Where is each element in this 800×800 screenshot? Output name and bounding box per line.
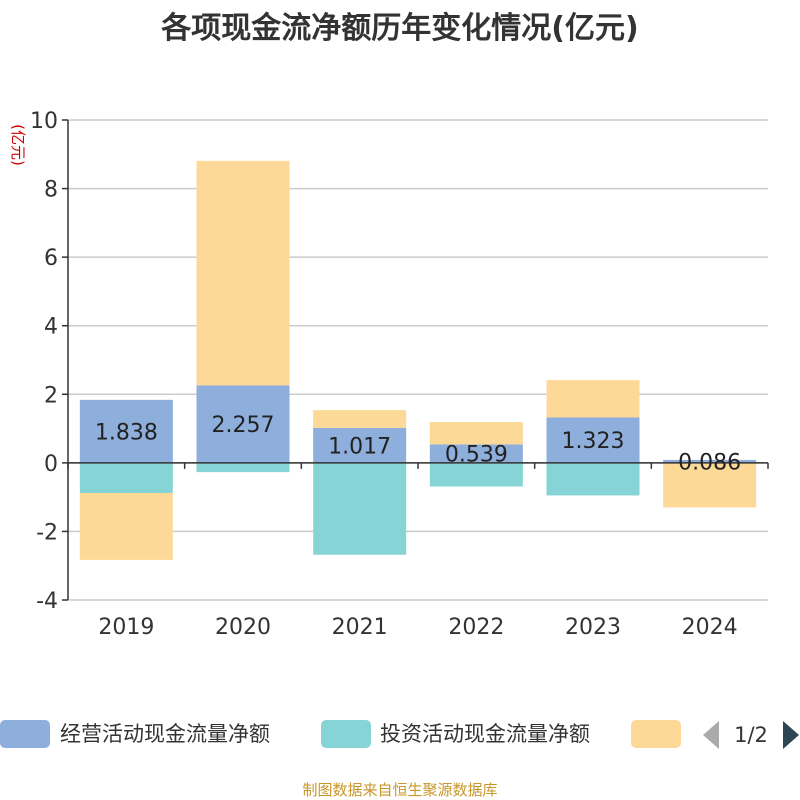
y-tick-label: -4	[36, 589, 58, 614]
bar-series2-2023[interactable]	[546, 380, 640, 418]
bar-series1-2020[interactable]	[196, 462, 290, 473]
bar-series2-2021[interactable]	[313, 410, 407, 428]
bar-series0-2020[interactable]	[196, 385, 290, 463]
bar-series1-2021[interactable]	[313, 462, 407, 555]
bar-series2-2019[interactable]	[79, 493, 173, 560]
chart-title: 各项现金流净额历年变化情况(亿元)	[160, 11, 638, 46]
bar-series0-2024[interactable]	[663, 459, 757, 463]
legend-page-indicator: 1/2	[734, 723, 768, 747]
data-label-operating-2021: 1.017	[328, 434, 391, 459]
legend-item-operating[interactable]: 经营活动现金流量净额	[0, 720, 270, 748]
data-label-operating-2019: 1.838	[95, 420, 158, 445]
legend-label-operating: 经营活动现金流量净额	[60, 722, 270, 746]
bar-series1-2023[interactable]	[546, 462, 640, 496]
legend-swatch-operating	[0, 720, 50, 748]
data-label-operating-2020: 2.257	[212, 413, 275, 438]
grid-lines	[68, 119, 768, 601]
bar-series1-2022[interactable]	[429, 462, 523, 487]
bar-series2-2024[interactable]	[663, 462, 757, 508]
y-tick-label: 2	[44, 383, 58, 408]
x-tick-label: 2019	[98, 615, 154, 640]
y-tick-label: 8	[44, 178, 58, 203]
y-tick-label: 4	[44, 315, 58, 340]
axes-layer: 10 8 6 4 2 0 -2 -4 2019 2020 2021 2022 2023 2024	[30, 109, 769, 640]
y-tick-label: 6	[44, 246, 58, 271]
legend-swatch-third	[631, 720, 681, 748]
bar-series0-2021[interactable]	[313, 427, 407, 463]
legend-item-third[interactable]	[631, 720, 681, 748]
data-label-operating-2024: 0.086	[678, 450, 741, 475]
bar-series1-2019[interactable]	[79, 462, 173, 494]
data-source-note: 制图数据来自恒生聚源数据库	[302, 781, 497, 799]
data-label-operating-2023: 1.323	[562, 429, 625, 454]
legend-label-investing: 投资活动现金流量净额	[380, 722, 590, 746]
x-tick-label: 2024	[682, 615, 738, 640]
bar-series0-2019[interactable]	[79, 399, 173, 463]
data-label-operating-2022: 0.539	[445, 443, 508, 468]
legend-prev-page-icon[interactable]	[703, 721, 719, 749]
legend-next-page-icon[interactable]	[783, 721, 799, 749]
bar-series0-2022[interactable]	[429, 444, 523, 463]
x-tick-label: 2023	[565, 615, 621, 640]
bars-layer	[79, 160, 757, 560]
legend: 经营活动现金流量净额 投资活动现金流量净额 1/2	[0, 720, 799, 749]
x-tick-label: 2020	[215, 615, 271, 640]
x-tick-label: 2022	[448, 615, 504, 640]
x-tick-label: 2021	[332, 615, 388, 640]
y-unit-label: (亿元)	[9, 124, 27, 166]
bar-series2-2020[interactable]	[196, 160, 290, 386]
y-tick-label: -2	[36, 520, 58, 545]
data-labels-layer: 1.838 2.257 1.017 0.539 1.323 0.086	[95, 413, 741, 475]
y-tick-label: 0	[44, 452, 58, 477]
legend-item-investing[interactable]: 投资活动现金流量净额	[321, 720, 590, 748]
legend-swatch-investing	[321, 720, 371, 748]
y-tick-label: 10	[30, 109, 58, 134]
bar-series0-2023[interactable]	[546, 417, 640, 463]
bar-series2-2022[interactable]	[429, 422, 523, 445]
